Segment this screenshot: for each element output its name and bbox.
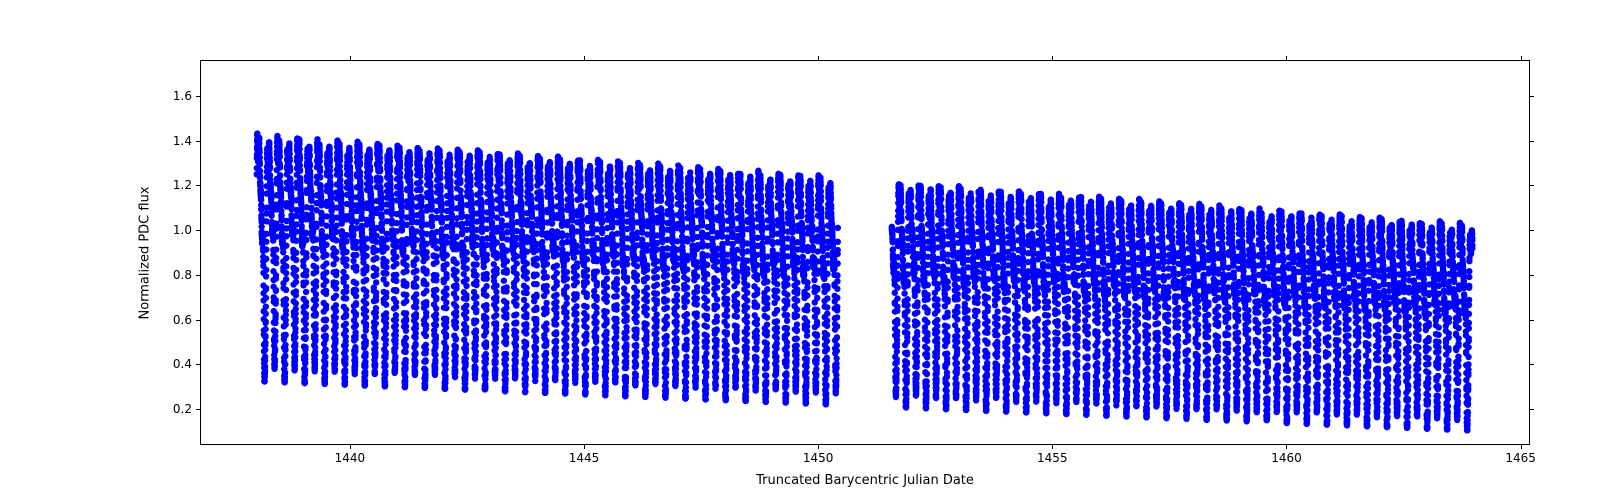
x-tick-mark: [350, 445, 351, 449]
y-tick-label: 0.4: [170, 357, 192, 371]
x-tick-mark: [1052, 445, 1053, 449]
scatter-points: [201, 61, 1529, 444]
y-tick-label: 1.6: [170, 89, 192, 103]
x-tick-mark: [350, 56, 351, 60]
y-tick-label: 0.2: [170, 402, 192, 416]
y-tick-mark: [1530, 185, 1534, 186]
y-tick-label: 0.6: [170, 313, 192, 327]
x-tick-label: 1450: [803, 451, 834, 465]
x-tick-mark: [1521, 445, 1522, 449]
y-tick-mark: [1530, 409, 1534, 410]
y-tick-mark: [1530, 230, 1534, 231]
x-tick-label: 1460: [1271, 451, 1302, 465]
y-tick-mark: [196, 364, 200, 365]
y-tick-mark: [1530, 275, 1534, 276]
y-tick-mark: [196, 185, 200, 186]
x-tick-label: 1465: [1505, 451, 1536, 465]
y-tick-label: 1.0: [170, 223, 192, 237]
y-tick-mark: [1530, 141, 1534, 142]
x-tick-mark: [584, 445, 585, 449]
x-tick-mark: [818, 56, 819, 60]
y-tick-label: 1.4: [170, 134, 192, 148]
y-tick-mark: [196, 230, 200, 231]
x-axis-label: Truncated Barycentric Julian Date: [756, 473, 974, 488]
figure: Truncated Barycentric Julian Date Normal…: [0, 0, 1600, 500]
x-tick-mark: [584, 56, 585, 60]
y-tick-mark: [196, 320, 200, 321]
y-tick-mark: [196, 275, 200, 276]
x-tick-label: 1455: [1037, 451, 1068, 465]
x-tick-mark: [1286, 445, 1287, 449]
y-tick-mark: [1530, 96, 1534, 97]
axes: [200, 60, 1530, 445]
y-tick-mark: [196, 141, 200, 142]
y-tick-mark: [196, 409, 200, 410]
x-tick-label: 1445: [569, 451, 600, 465]
x-tick-mark: [1052, 56, 1053, 60]
x-tick-label: 1440: [335, 451, 366, 465]
y-tick-mark: [1530, 320, 1534, 321]
y-axis-label: Normalized PDC flux: [138, 186, 153, 319]
x-tick-mark: [1521, 56, 1522, 60]
x-tick-mark: [1286, 56, 1287, 60]
y-tick-label: 0.8: [170, 268, 192, 282]
plot-area: [201, 61, 1529, 444]
y-tick-label: 1.2: [170, 178, 192, 192]
x-tick-mark: [818, 445, 819, 449]
y-tick-mark: [196, 96, 200, 97]
y-tick-mark: [1530, 364, 1534, 365]
